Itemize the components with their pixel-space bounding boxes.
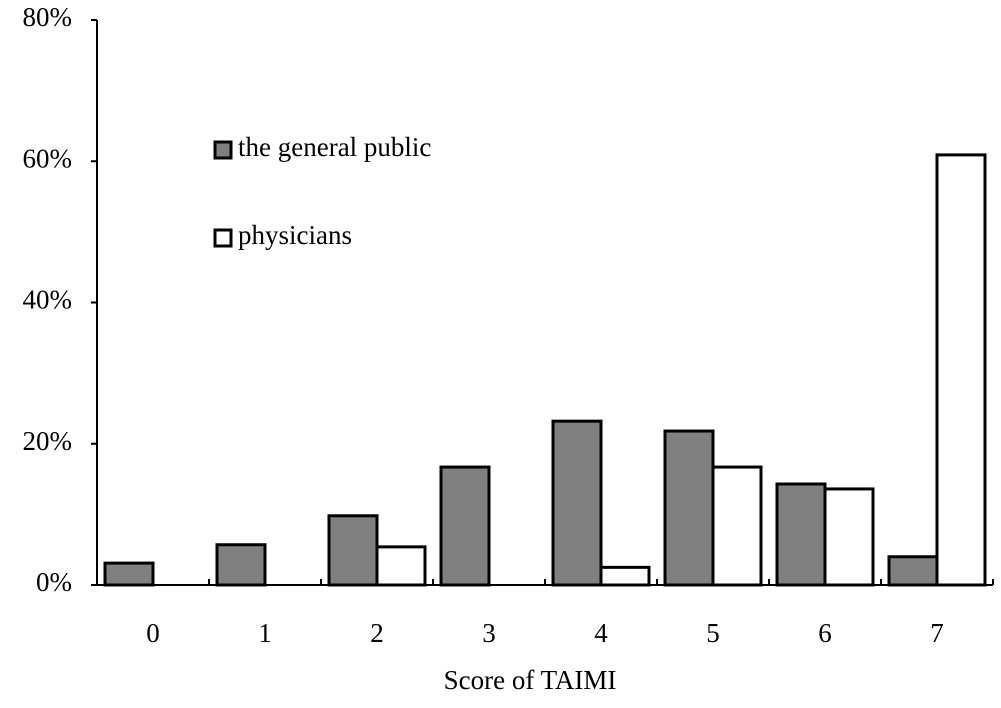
x-tick-label: 0 — [146, 618, 160, 648]
x-tick-label: 3 — [482, 618, 496, 648]
x-tick-label: 2 — [370, 618, 384, 648]
x-tick-label: 6 — [818, 618, 832, 648]
bar — [935, 153, 987, 587]
bar — [375, 545, 427, 587]
y-tick-label: 60% — [23, 143, 73, 173]
bar — [775, 482, 827, 587]
x-tick-label: 1 — [258, 618, 272, 648]
bar — [887, 555, 939, 587]
y-tick-label: 0% — [36, 567, 72, 597]
bar — [711, 465, 763, 587]
bar — [327, 514, 379, 587]
bar — [551, 419, 603, 587]
y-tick-label: 40% — [23, 285, 73, 315]
bar — [823, 487, 875, 587]
y-tick-label: 20% — [23, 426, 73, 456]
bar — [103, 561, 155, 587]
x-tick-label: 5 — [706, 618, 720, 648]
legend-swatch — [213, 140, 233, 160]
bar — [439, 465, 491, 587]
x-axis-label: Score of TAIMI — [444, 665, 617, 695]
y-tick-label: 80% — [23, 2, 73, 32]
bar — [215, 543, 267, 587]
legend-label: physicians — [238, 220, 352, 250]
legend-label: the general public — [238, 132, 431, 162]
bar — [663, 429, 715, 587]
legend-swatch — [213, 228, 233, 248]
x-tick-label: 4 — [594, 618, 608, 648]
bar — [599, 565, 651, 587]
x-tick-label: 7 — [930, 618, 944, 648]
